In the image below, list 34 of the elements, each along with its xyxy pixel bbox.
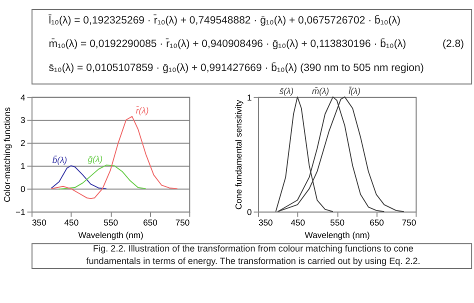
y-tick-label: 0	[20, 184, 26, 194]
y-tick-label: 1	[20, 161, 26, 172]
series-label: r̄(λ)	[136, 106, 149, 116]
text: fundamentals in terms of energy. The transformation is carried out by using Eq. 2.2.	[86, 256, 420, 266]
x-tick-label: 550	[330, 217, 345, 228]
x-axis-title: Wavelength (nm)	[78, 230, 144, 240]
y-tick-label: −1	[16, 206, 26, 217]
y-tick-label: 2	[20, 138, 26, 148]
x-tick-label: 550	[104, 217, 118, 228]
x-tick-label: 750	[402, 217, 416, 228]
x-axis-title: Wavelength (nm)	[304, 230, 370, 240]
y-tick-label: 1	[247, 92, 252, 102]
y-axis-title: Color-matching functions	[2, 107, 12, 202]
x-tick-label: 450	[64, 217, 79, 228]
y-tick-label: 3	[20, 115, 26, 126]
text: (2.8)	[442, 38, 464, 50]
series-label: s̄(λ)	[279, 86, 294, 96]
series-label: ḡ(λ)	[88, 154, 103, 164]
y-tick-label: 0	[247, 206, 252, 217]
text: l̄₁₀(λ) = 0,192325269 · r̄₁₀(λ) + 0,749548882 · ḡ₁₀(λ) + 0,0675726702 · b̄₁₀(λ)	[48, 14, 401, 26]
x-tick-label: 650	[370, 217, 384, 228]
x-tick-label: 450	[290, 217, 306, 228]
text: m̄₁₀(λ) = 0,0192290085 · r̄₁₀(λ) + 0,940908496 · ḡ₁₀(λ) + 0,113830196 · b̄₁₀(λ)	[48, 38, 406, 50]
text: s̄₁₀(λ) = 0,0105107859 · ḡ₁₀(λ) + 0,991427669 · b̄₁₀(λ) (390 nm to 505 nm region)	[48, 62, 424, 74]
y-axis-title: Cone fundamental sensitivity	[233, 99, 244, 210]
x-tick-label: 650	[143, 217, 158, 228]
y-tick-label: 4	[20, 92, 26, 102]
x-tick-label: 750	[175, 217, 190, 228]
caption: Fig. 2.2. Illustration of the transformation from colour matching functions to cone	[93, 244, 414, 254]
series-label: m̄(λ)	[312, 86, 330, 96]
series-label: l̄(λ)	[348, 86, 361, 96]
x-tick-label: 350	[258, 217, 274, 228]
series-label: b̄(λ)	[52, 154, 68, 165]
x-tick-label: 350	[32, 217, 47, 228]
